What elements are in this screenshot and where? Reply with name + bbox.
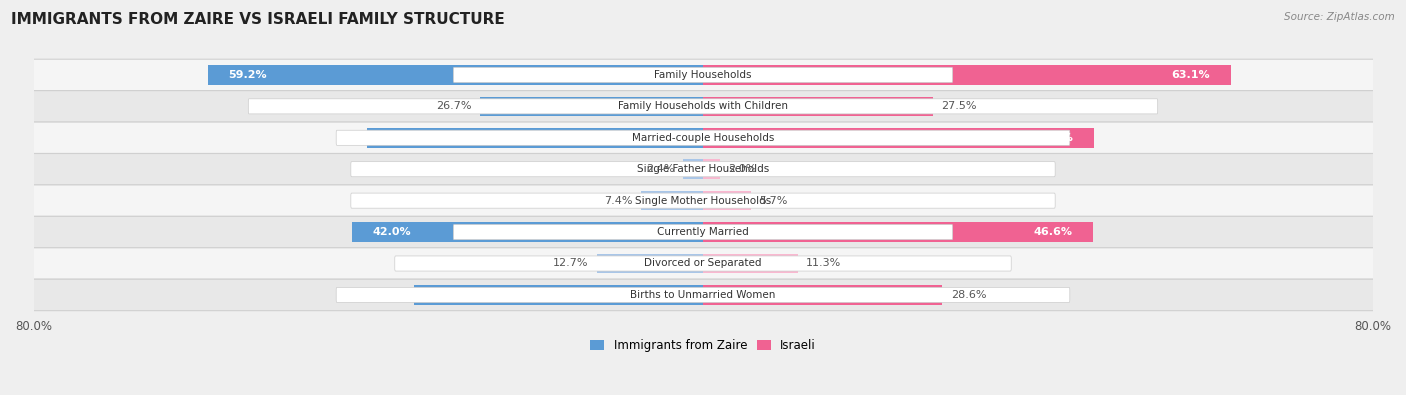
Bar [703,285,942,305]
Bar [703,254,797,273]
Bar [703,222,1092,242]
FancyBboxPatch shape [17,90,1389,122]
Text: 27.5%: 27.5% [942,102,977,111]
Text: Family Households with Children: Family Households with Children [619,102,787,111]
FancyBboxPatch shape [352,162,1054,177]
Bar [703,97,934,116]
FancyBboxPatch shape [17,185,1389,216]
Text: IMMIGRANTS FROM ZAIRE VS ISRAELI FAMILY STRUCTURE: IMMIGRANTS FROM ZAIRE VS ISRAELI FAMILY … [11,12,505,27]
Bar [703,160,720,179]
Text: 59.2%: 59.2% [229,70,267,80]
Bar [703,191,751,211]
Bar [641,191,703,211]
FancyBboxPatch shape [336,130,1070,145]
Text: 26.7%: 26.7% [436,102,471,111]
Bar [208,65,703,85]
Text: 46.7%: 46.7% [1033,133,1073,143]
FancyBboxPatch shape [17,248,1389,279]
Text: 34.5%: 34.5% [436,290,474,300]
Text: 46.6%: 46.6% [1033,227,1071,237]
Text: Single Mother Households: Single Mother Households [636,196,770,206]
Text: 11.3%: 11.3% [806,258,841,269]
FancyBboxPatch shape [395,256,1011,271]
FancyBboxPatch shape [249,99,1157,114]
Text: 40.1%: 40.1% [388,133,427,143]
Text: Divorced or Separated: Divorced or Separated [644,258,762,269]
FancyBboxPatch shape [352,193,1054,208]
Text: Single Father Households: Single Father Households [637,164,769,174]
FancyBboxPatch shape [17,122,1389,154]
Legend: Immigrants from Zaire, Israeli: Immigrants from Zaire, Israeli [585,334,821,356]
Text: 63.1%: 63.1% [1171,70,1211,80]
Text: Source: ZipAtlas.com: Source: ZipAtlas.com [1284,12,1395,22]
Text: 12.7%: 12.7% [553,258,588,269]
Text: Currently Married: Currently Married [657,227,749,237]
Text: 42.0%: 42.0% [373,227,411,237]
Text: Family Households: Family Households [654,70,752,80]
Bar [596,254,703,273]
Text: 7.4%: 7.4% [605,196,633,206]
Text: 28.6%: 28.6% [950,290,986,300]
Bar [683,160,703,179]
FancyBboxPatch shape [17,216,1389,248]
Text: 5.7%: 5.7% [759,196,787,206]
Bar [367,128,703,147]
Bar [479,97,703,116]
FancyBboxPatch shape [17,279,1389,310]
FancyBboxPatch shape [17,154,1389,185]
Text: 2.0%: 2.0% [728,164,756,174]
FancyBboxPatch shape [17,59,1389,90]
Text: 2.4%: 2.4% [645,164,675,174]
FancyBboxPatch shape [453,224,953,240]
Bar [352,222,703,242]
Bar [703,65,1232,85]
Bar [703,128,1094,147]
Text: Married-couple Households: Married-couple Households [631,133,775,143]
Bar [415,285,703,305]
FancyBboxPatch shape [336,288,1070,303]
FancyBboxPatch shape [453,68,953,83]
Text: Births to Unmarried Women: Births to Unmarried Women [630,290,776,300]
